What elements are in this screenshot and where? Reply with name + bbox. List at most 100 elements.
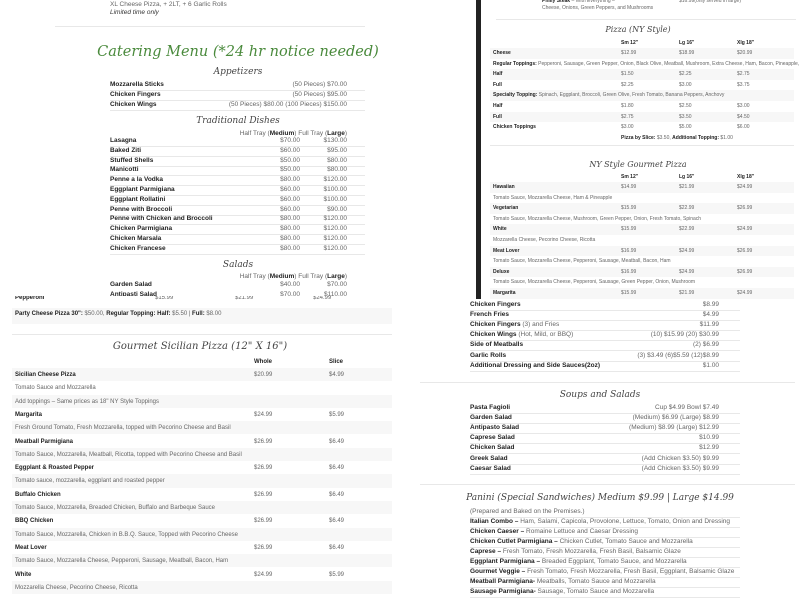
text: Chicken Caeser – xyxy=(470,528,525,535)
menu-item-name: Antipasti Salad xyxy=(110,290,157,296)
pizza-price: $2.75 xyxy=(621,113,634,120)
text: – With Everything – xyxy=(570,0,615,4)
text: Specialty Topping: xyxy=(493,92,538,99)
side-item-name: Additional Dressing and Side Sauces(2oz) xyxy=(470,362,600,369)
divider xyxy=(496,19,796,20)
pizza-price: $15.99 xyxy=(155,296,174,301)
text: Half Tray ( xyxy=(239,273,270,280)
pizza-price: $2.75 xyxy=(737,71,750,78)
slice-price: $4.99 xyxy=(329,372,345,378)
menu-item-name: Eggplant Parmigiana xyxy=(110,186,175,193)
soup-salad-name: Caesar Salad xyxy=(470,464,511,472)
soup-salad-price: $10.99 xyxy=(699,434,719,442)
pizza-price: $20.99 xyxy=(737,50,753,56)
pizza-description: Tomato Sauce, Mozzarella Cheese, Peppero… xyxy=(493,258,671,265)
text: French Fries xyxy=(470,311,510,319)
text: Philly Steak xyxy=(542,0,571,4)
full-tray-price: $90.00 xyxy=(327,205,347,213)
divider xyxy=(470,463,740,465)
text: Half Tray ( xyxy=(239,130,270,137)
pizza-price: $2.25 xyxy=(621,81,634,88)
row-background xyxy=(12,554,392,568)
row-background xyxy=(490,224,794,235)
text: Cheese, Onions, Green Peppers, and Mushr… xyxy=(542,5,654,11)
row-background xyxy=(12,447,392,462)
section-title: NY Style Gourmet Pizza xyxy=(589,160,687,169)
divider xyxy=(110,99,365,101)
side-item-name: French Fries xyxy=(470,311,509,318)
size-header: Sm 12" xyxy=(621,174,639,180)
divider xyxy=(55,26,365,27)
divider xyxy=(110,185,365,187)
party-pizza-row: Party Cheese Pizza 30": $50.00, Regular … xyxy=(15,311,221,317)
text: Chicken Wings xyxy=(470,331,517,339)
pizza-description: Tomato Sauce, Mozzarella Cheese, Mushroo… xyxy=(493,215,702,222)
full-tray-price: $100.00 xyxy=(323,186,348,193)
panini-item: Eggplant Parmigiana – Breaded Eggplant, … xyxy=(470,558,687,565)
divider xyxy=(470,517,740,518)
size-header: Sm 12" xyxy=(621,40,639,46)
whole-price: $26.99 xyxy=(254,518,273,525)
slice-price: $6.49 xyxy=(329,544,345,551)
menu-item-name: Stuffed Shells xyxy=(110,156,154,164)
soup-salad-name: Chicken Salad xyxy=(470,444,515,452)
pizza-description: Tomato Sauce, Mozzarella, Chicken in B.B… xyxy=(15,531,239,538)
full-tray-price: $120.00 xyxy=(323,235,348,242)
divider xyxy=(470,473,740,475)
text: Regular Toppings: Pepperoni, Sausage, Gr… xyxy=(493,61,800,67)
ny-pizza-panel: Philly Steak – With Everything – Cheese, … xyxy=(476,0,800,299)
text: Specialty Topping: Spinach, Eggplant, Br… xyxy=(493,92,724,98)
half-tray-price: $80.00 xyxy=(280,225,300,233)
divider xyxy=(470,423,740,425)
soup-salad-price: (Add Chicken $3.50) $9.99 xyxy=(641,464,719,472)
pizza-price: $4.50 xyxy=(737,113,750,120)
whole-price: $24.99 xyxy=(254,411,273,418)
soup-salad-name: Pasta Fagioli xyxy=(470,404,511,411)
pizza-name: Sicilian Cheese Pizza xyxy=(15,372,76,378)
half-tray-price: $70.00 xyxy=(280,290,300,296)
divider xyxy=(470,567,740,568)
divider xyxy=(470,350,740,352)
soup-salad-name: Greek Salad xyxy=(470,454,508,462)
scrollbar[interactable] xyxy=(476,0,481,299)
philly-price: $16.99(only served in large) xyxy=(679,0,741,4)
text: Chicken Cutlet Parmigiana – xyxy=(470,538,558,545)
half-tray-price: $60.00 xyxy=(280,186,300,193)
divider xyxy=(470,340,740,342)
section-title: Traditional Dishes xyxy=(196,116,280,126)
pizza-name: Margarita xyxy=(493,290,516,296)
pizza-price: $2.50 xyxy=(679,103,692,109)
half-tray-price: $60.00 xyxy=(280,146,300,154)
pizza-name: Meatball Parmigiana xyxy=(15,438,74,445)
divider xyxy=(490,145,794,146)
text: Caprese – xyxy=(470,548,502,555)
pizza-price: $21.99 xyxy=(679,184,695,190)
text: (Hot, Mild, or BBQ) xyxy=(516,331,574,339)
pizza-name: Pepperoni xyxy=(15,296,45,301)
full-tray-price: $120.00 xyxy=(323,225,348,233)
size-header: Lg 16" xyxy=(679,40,695,46)
section-title: Panini (Special Sandwiches) Medium $9.99… xyxy=(466,493,734,503)
section-title: Pizza (NY Style) xyxy=(605,25,671,34)
side-item-price: $4.99 xyxy=(702,311,719,319)
pizza-name: Eggplant & Roasted Pepper xyxy=(15,465,95,472)
section-title: Gourmet Sicilian Pizza (12" X 16") xyxy=(112,341,288,352)
row-background xyxy=(12,308,392,324)
full-tray-price: $120.00 xyxy=(323,244,348,252)
half-tray-price: $60.00 xyxy=(280,205,300,213)
divider xyxy=(110,244,365,245)
row-background xyxy=(490,69,794,80)
text: ) Full Tray ( xyxy=(294,273,328,280)
divider xyxy=(470,433,740,435)
pizza-price: $24.99 xyxy=(679,268,695,275)
row-background xyxy=(490,245,794,257)
text: Garlic Rolls xyxy=(470,351,507,359)
panini-item: Italian Combo – Ham, Salami, Capicola, P… xyxy=(470,518,730,525)
pizza-name: Half xyxy=(493,71,503,78)
full-tray-price: $70.00 xyxy=(327,281,347,288)
divider xyxy=(420,382,795,383)
whole-price: $20.99 xyxy=(254,372,273,378)
text: $50.00, xyxy=(82,311,107,317)
divider xyxy=(470,587,740,588)
text: Meatball Parmigiana- xyxy=(470,578,536,585)
